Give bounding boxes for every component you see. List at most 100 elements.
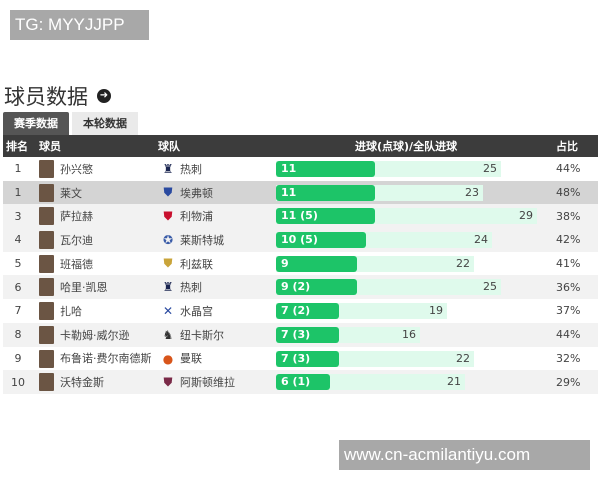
table-row[interactable]: 1 莱文 ⛊ 埃弗顿 11 23 48% [3,180,598,205]
player-goals-bar: 7 (3) [276,326,339,343]
goal-ratio: 42% [556,233,581,247]
leicester-crest-icon: ✪ [162,233,174,248]
rank: 4 [14,233,22,247]
team-goals-total: 22 [456,351,470,365]
header-rank[interactable]: 排名 [6,140,28,153]
goal-ratio: 44% [556,162,581,176]
tab-season-stats[interactable]: 赛季数据 [3,112,69,135]
leeds-crest-icon: ⛊ [163,256,173,271]
team-name[interactable]: 曼联 [180,352,202,366]
team-goals-total: 16 [402,327,416,341]
rank: 1 [14,186,22,200]
team-goals-total: 24 [474,233,488,247]
player-goals-bar: 7 (2) [276,303,339,320]
player-name[interactable]: 卡勒姆·威尔逊 [60,328,130,342]
page-title: 球员数据 [4,85,88,109]
player-name[interactable]: 扎哈 [60,304,82,318]
table-row[interactable]: 6 哈里·凯恩 ♜ 热刺 9 (2) 25 36% [3,275,598,300]
goal-ratio: 48% [556,186,581,200]
player-avatar [39,278,54,297]
watermark-bottom: www.cn-acmilantiyu.com [339,440,590,470]
watermark-top: TG: MYYJJPP [10,10,149,40]
player-name[interactable]: 布鲁诺·费尔南德斯 [60,352,152,366]
player-name[interactable]: 孙兴慜 [60,162,93,176]
newcastle-crest-icon: ♞ [162,327,174,342]
player-name[interactable]: 沃特金斯 [60,376,104,390]
player-goals-bar: 6 (1) [276,374,330,391]
player-avatar [39,183,54,202]
player-name[interactable]: 莱文 [60,186,82,200]
team-name[interactable]: 纽卡斯尔 [180,328,224,342]
rank: 6 [14,280,22,294]
player-avatar [39,325,54,344]
player-goals-bar: 9 (2) [276,279,357,296]
player-avatar [39,160,54,178]
table-row[interactable]: 10 沃特金斯 ⛊ 阿斯顿维拉 6 (1) 21 29% [3,370,598,394]
goal-ratio: 44% [556,328,581,342]
table-row[interactable]: 1 孙兴慜 ♜ 热刺 11 25 44% [3,157,598,181]
player-avatar [39,373,54,392]
goal-ratio: 32% [556,351,581,365]
spurs-crest-icon: ♜ [162,162,174,176]
rank: 9 [14,351,22,365]
aston-villa-crest-icon: ⛊ [163,374,173,389]
tab-bar: 赛季数据 本轮数据 [3,112,141,135]
table-row[interactable]: 8 卡勒姆·威尔逊 ♞ 纽卡斯尔 7 (3) 16 44% [3,322,598,347]
table-row[interactable]: 7 扎哈 ✕ 水晶宫 7 (2) 19 37% [3,299,598,323]
team-name[interactable]: 埃弗顿 [180,186,213,200]
player-avatar [39,254,54,273]
team-goals-total: 25 [483,280,497,294]
player-goals-bar: 10 (5) [276,232,366,249]
header-goals[interactable]: 进球(点球)/全队进球 [355,140,458,153]
player-goals-bar: 7 (3) [276,350,339,367]
team-name[interactable]: 热刺 [180,162,202,176]
header-player[interactable]: 球员 [39,140,61,153]
man-utd-crest-icon: ● [162,351,174,366]
goal-ratio: 36% [556,280,581,294]
player-name[interactable]: 哈里·凯恩 [60,281,108,295]
rank: 3 [14,209,22,223]
circle-arrow-right-icon[interactable]: ➜ [97,89,111,103]
goal-ratio: 41% [556,257,581,271]
player-name[interactable]: 班福德 [60,257,93,271]
player-stats-table: 排名 球员 球队 进球(点球)/全队进球 占比 1 孙兴慜 ♜ 热刺 11 25 44% 1 莱… [3,135,598,394]
player-name[interactable]: 萨拉赫 [60,210,93,224]
table-row[interactable]: 4 瓦尔迪 ✪ 莱斯特城 10 (5) 24 42% [3,228,598,252]
rank: 10 [11,375,25,389]
table-row[interactable]: 9 布鲁诺·费尔南德斯 ● 曼联 7 (3) 22 32% [3,346,598,371]
goal-ratio: 38% [556,209,581,223]
player-avatar [39,349,54,368]
team-name[interactable]: 水晶宫 [180,304,213,318]
rank: 8 [14,328,22,342]
team-goals-total: 29 [519,209,533,223]
team-goals-total: 22 [456,256,470,270]
player-avatar [39,207,54,226]
table-header: 排名 球员 球队 进球(点球)/全队进球 占比 [3,135,598,157]
team-goals-total: 25 [483,162,497,175]
player-goals-bar: 9 [276,255,357,272]
player-avatar [39,231,54,250]
rank: 5 [14,257,22,271]
header-ratio[interactable]: 占比 [556,140,578,153]
team-name[interactable]: 莱斯特城 [180,233,224,247]
team-goals-total: 21 [447,375,461,389]
team-name[interactable]: 利兹联 [180,257,213,271]
team-name[interactable]: 阿斯顿维拉 [180,376,235,390]
player-avatar [39,302,54,321]
crystal-palace-crest-icon: ✕ [162,304,174,319]
player-name[interactable]: 瓦尔迪 [60,233,93,247]
team-name[interactable]: 热刺 [180,281,202,295]
header-team[interactable]: 球队 [158,140,180,153]
team-goals-total: 19 [429,304,443,318]
section-header: 球员数据 ➜ [4,82,111,110]
tab-round-stats[interactable]: 本轮数据 [72,112,138,135]
goal-ratio: 29% [556,375,581,389]
player-goals-bar: 11 (5) [276,208,375,225]
player-goals-bar: 11 [276,184,375,201]
player-goals-bar: 11 [276,161,375,177]
table-row[interactable]: 3 萨拉赫 ⛊ 利物浦 11 (5) 29 38% [3,204,598,229]
table-row[interactable]: 5 班福德 ⛊ 利兹联 9 22 41% [3,251,598,276]
team-name[interactable]: 利物浦 [180,210,213,224]
liverpool-crest-icon: ⛊ [163,208,173,223]
team-goals-total: 23 [465,185,479,199]
